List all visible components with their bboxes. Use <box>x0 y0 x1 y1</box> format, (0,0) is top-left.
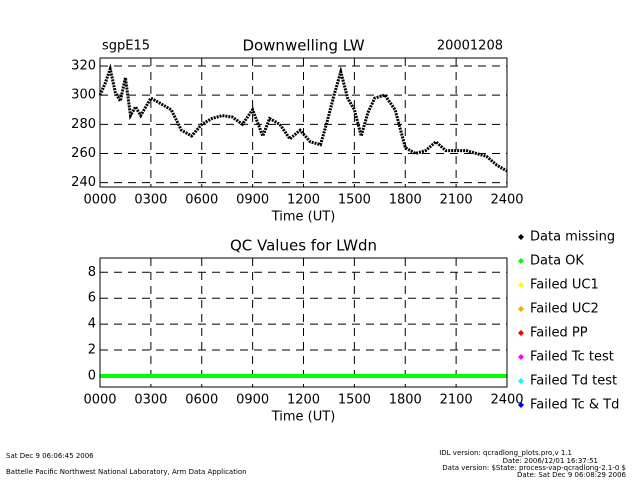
x-tick-label: 0900 <box>236 193 269 208</box>
legend-marker <box>518 306 524 312</box>
legend-label: Failed Tc & Td <box>530 398 619 413</box>
legend-label: Failed PP <box>530 326 588 341</box>
x-tick-label: 0300 <box>134 193 167 208</box>
legend-marker <box>518 330 524 336</box>
x-tick-label: 1500 <box>338 193 371 208</box>
y-tick-label: 240 <box>71 175 96 190</box>
footer-text: IDL version: qcradlong_plots.pro,v 1.1 <box>439 449 572 457</box>
y-tick-label: 260 <box>71 146 96 161</box>
legend-marker <box>518 282 524 288</box>
x-tick-label: 2100 <box>440 193 473 208</box>
x-tick-label: 0900 <box>236 393 269 408</box>
y-tick-label: 6 <box>88 291 96 306</box>
y-tick-label: 300 <box>71 88 96 103</box>
x-tick-label: 1200 <box>287 393 320 408</box>
legend-marker <box>518 258 524 264</box>
x-tick-label: 0000 <box>83 193 116 208</box>
footer-text: Data version: $State: process-vap-qcradl… <box>442 464 626 472</box>
x-tick-label: 2400 <box>490 393 523 408</box>
legend-marker <box>518 378 524 384</box>
x-tick-label: 2400 <box>490 193 523 208</box>
footer-text: Battelle Pacific Northwest National Labo… <box>6 468 247 476</box>
x-tick-label: 1200 <box>287 193 320 208</box>
x-axis-label: Time (UT) <box>271 210 336 225</box>
y-tick-label: 320 <box>71 59 96 74</box>
legend-label: Failed UC1 <box>530 278 599 293</box>
x-tick-label: 0000 <box>83 393 116 408</box>
legend-label: Data OK <box>530 254 584 269</box>
x-axis-label: Time (UT) <box>271 410 336 425</box>
station-label: sgpE15 <box>102 39 150 54</box>
x-tick-label: 1800 <box>389 193 422 208</box>
legend-marker <box>518 234 524 240</box>
y-tick-label: 2 <box>88 343 96 358</box>
footer-text: Date: 2006/12/01 16:37:51 <box>503 457 598 465</box>
x-tick-label: 1500 <box>338 393 371 408</box>
footer-text: Sat Dec 9 06:06:45 2006 <box>6 452 94 460</box>
x-tick-label: 0600 <box>185 393 218 408</box>
footer-text: Date: Sat Dec 9 06:08:29 2006 <box>517 471 626 479</box>
data-line <box>98 63 508 173</box>
x-tick-label: 2100 <box>440 393 473 408</box>
legend-label: Failed UC2 <box>530 302 599 317</box>
x-tick-label: 1800 <box>389 393 422 408</box>
legend-marker <box>518 402 524 408</box>
legend-label: Failed Tc test <box>530 350 614 365</box>
y-tick-label: 4 <box>88 317 96 332</box>
chart-title: Downwelling LW <box>242 37 364 55</box>
x-tick-label: 0600 <box>185 193 218 208</box>
legend-marker <box>518 354 524 360</box>
y-tick-label: 280 <box>71 117 96 132</box>
y-tick-label: 8 <box>88 265 96 280</box>
plot-frame <box>99 57 508 188</box>
date-label: 20001208 <box>437 39 503 54</box>
y-tick-label: 0 <box>88 368 96 383</box>
x-tick-label: 0300 <box>134 393 167 408</box>
legend-label: Data missing <box>530 230 615 245</box>
plot-frame <box>99 257 508 388</box>
legend-label: Failed Td test <box>530 374 617 389</box>
chart-title: QC Values for LWdn <box>230 237 377 255</box>
